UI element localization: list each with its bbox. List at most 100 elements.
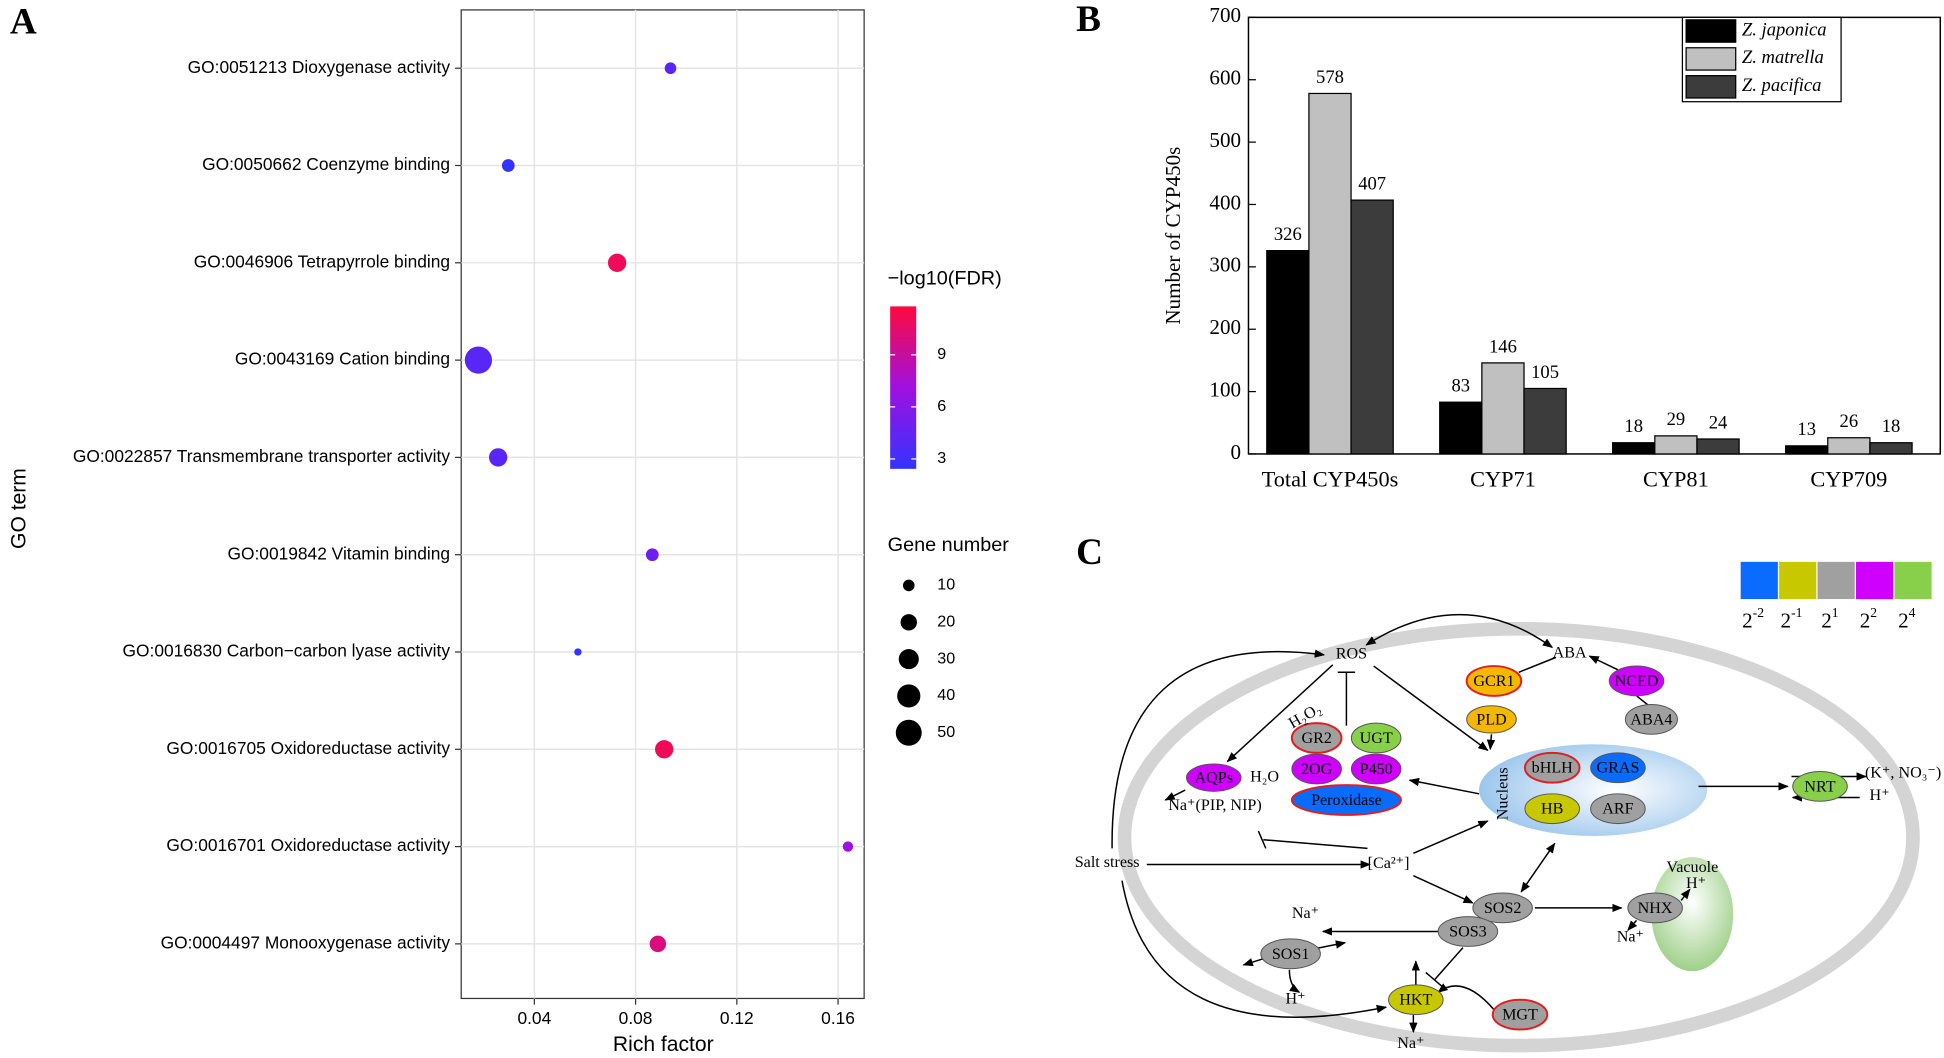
value-label: 18 <box>1882 416 1901 437</box>
scale-swatch <box>1894 561 1932 600</box>
vacuole <box>1651 857 1734 972</box>
size-legend-label: 20 <box>937 613 955 631</box>
node <box>1437 916 1499 947</box>
bar <box>1654 435 1698 455</box>
scale-base: 2 <box>1821 608 1832 632</box>
scale-swatch <box>1779 561 1817 600</box>
node <box>1290 722 1343 754</box>
node <box>1491 998 1549 1031</box>
node-label: AQPs <box>1195 770 1233 787</box>
x-tick-label: 0.04 <box>517 1008 551 1028</box>
node <box>1350 753 1402 785</box>
node <box>1590 752 1646 784</box>
value-label: 29 <box>1667 409 1686 430</box>
diagram-label: ROS <box>1336 646 1367 663</box>
node-label: bHLH <box>1532 760 1574 777</box>
scale-label: 2-1 <box>1781 605 1803 632</box>
node-label: Peroxidase <box>1311 792 1382 809</box>
size-legend-title: Gene number <box>888 534 1010 556</box>
dot <box>664 62 677 75</box>
x-axis-label: Rich factor <box>613 1033 714 1056</box>
node <box>1465 665 1523 697</box>
colorbar-label: 6 <box>937 397 946 415</box>
colorbar-title: −log10(FDR) <box>888 267 1002 289</box>
size-legend-label: 50 <box>937 723 955 741</box>
value-label: 105 <box>1531 362 1559 383</box>
node <box>1290 784 1402 816</box>
y-tick-label: 700 <box>1209 3 1241 27</box>
scale-label: 2-2 <box>1742 605 1764 632</box>
value-label: 146 <box>1489 336 1517 357</box>
cell-membrane <box>1117 622 1920 1053</box>
plot-area <box>460 9 865 1000</box>
node-label: NHX <box>1638 900 1673 917</box>
legend-swatch <box>1685 47 1737 71</box>
bar <box>1523 387 1567 455</box>
colorbar <box>890 306 917 469</box>
scale-base: 2 <box>1781 608 1792 632</box>
bar <box>1266 250 1310 455</box>
node <box>1472 892 1533 924</box>
bar <box>1308 92 1352 455</box>
node <box>1466 705 1517 734</box>
node-label: ABA4 <box>1630 711 1672 728</box>
node <box>1388 984 1444 1016</box>
arrows <box>1111 613 1867 1033</box>
node-label: MGT <box>1502 1007 1538 1024</box>
node-label: HB <box>1541 801 1563 818</box>
diagram-label: (K⁺, NO₃⁻) <box>1865 765 1941 782</box>
y-tick-label: GO:0022857 Transmembrane transporter act… <box>73 446 451 466</box>
x-tick-label: CYP71 <box>1470 466 1536 491</box>
node-label: GCR1 <box>1473 673 1514 690</box>
bar <box>1827 437 1871 455</box>
diagram-label: H⁺ <box>1869 787 1889 804</box>
dot <box>464 346 493 374</box>
node <box>1523 751 1581 784</box>
diagram-label: [Ca²⁺] <box>1368 855 1410 872</box>
size-legend-label: 40 <box>937 686 955 704</box>
value-label: 83 <box>1451 376 1470 397</box>
y-tick-label: 200 <box>1209 315 1241 339</box>
node-label: PLD <box>1476 711 1506 728</box>
panel-b: B Number of CYP450s 0 100 200 300 400 500 600 7… <box>1076 0 1942 491</box>
panel-a: A GO term Rich factor −log10(FDR) Gene n… <box>7 1 1009 1056</box>
scale-exp: 2 <box>1870 605 1877 620</box>
node <box>1590 793 1646 825</box>
panel-label: B <box>1076 0 1101 40</box>
node-label: SOS1 <box>1272 946 1310 963</box>
plot-frame <box>1247 16 1942 455</box>
node-label: GRAS <box>1596 760 1639 777</box>
bar <box>1869 442 1913 455</box>
scale-base: 2 <box>1860 608 1871 632</box>
size-legend-label: 10 <box>937 576 955 594</box>
diagram-label: Nucleus <box>1495 767 1512 820</box>
y-tick-label: GO:0046906 Tetrapyrrole binding <box>194 251 450 271</box>
scale-exp: 1 <box>1832 605 1839 620</box>
size-legend-dot <box>902 579 915 592</box>
x-tick-label: Total CYP450s <box>1262 466 1399 491</box>
size-legend-dot <box>900 614 917 631</box>
diagram-label: H⁺ <box>1286 990 1306 1007</box>
y-tick-label: 400 <box>1209 190 1241 214</box>
y-axis-label: GO term <box>7 468 30 549</box>
y-tick-label: GO:0051213 Dioxygenase activity <box>188 57 451 77</box>
y-tick-label: 0 <box>1230 440 1241 464</box>
diagram-label: H₂O <box>1250 768 1279 785</box>
diagram-label: Vacuole <box>1666 859 1718 876</box>
bar <box>1784 445 1829 455</box>
legend-label: Z. pacifica <box>1742 75 1822 96</box>
y-tick-label: GO:0016830 Carbon−carbon lyase activity <box>123 641 451 661</box>
dot <box>574 648 582 656</box>
size-legend-label: 30 <box>937 649 955 667</box>
panel-label: A <box>10 1 37 42</box>
value-label: 326 <box>1274 224 1302 245</box>
diagram-label: ABA <box>1553 644 1587 661</box>
colorbar-label: 9 <box>937 345 946 363</box>
colorbar-label: 3 <box>937 449 946 467</box>
dot <box>501 159 515 172</box>
node-label: SOS2 <box>1484 900 1522 917</box>
node <box>1608 665 1665 697</box>
scale-label: 24 <box>1898 605 1916 632</box>
scale-swatch <box>1817 561 1855 600</box>
